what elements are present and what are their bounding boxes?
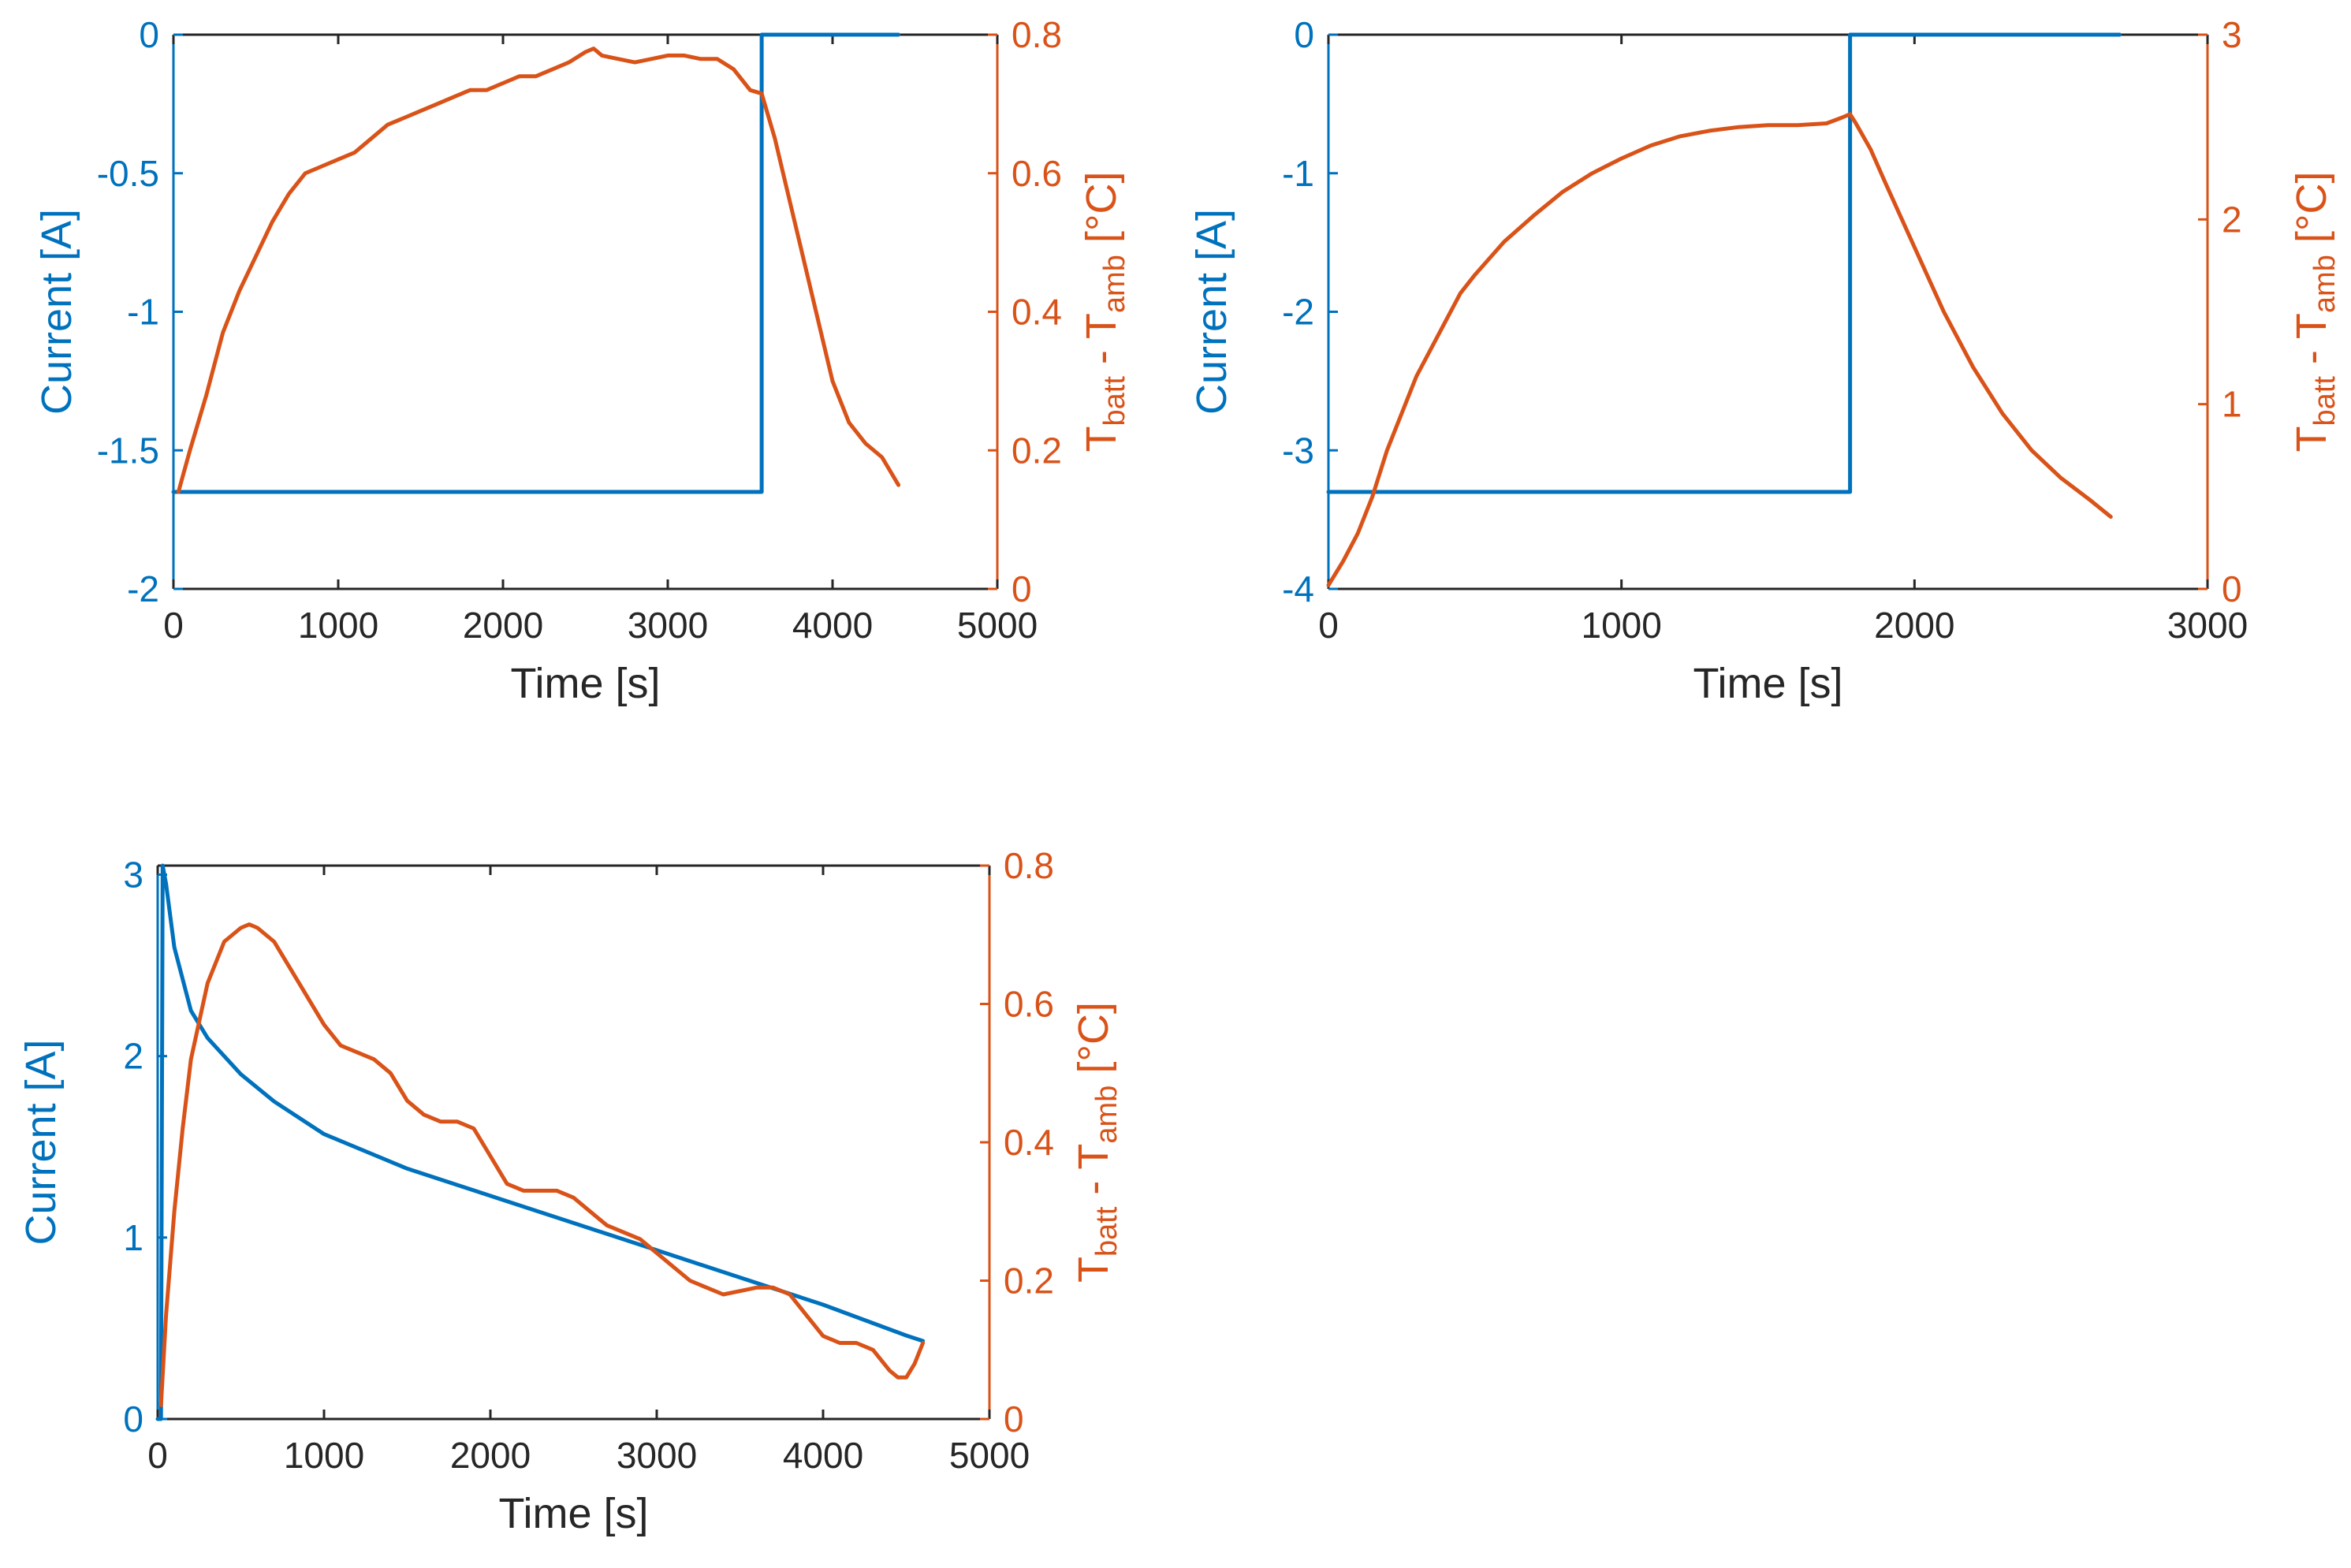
x-tick-label: 1000	[284, 1435, 364, 1476]
right-y-tick-label: 3	[2222, 14, 2242, 55]
x-tick-label: 2000	[450, 1435, 531, 1476]
right-y-tick-label: 1	[2222, 384, 2242, 425]
left-y-tick-label: 3	[123, 855, 143, 896]
left-y-tick-label: 0	[1294, 14, 1314, 55]
label-subscript: batt	[1098, 376, 1131, 426]
temperature-series-line	[1326, 112, 2113, 587]
x-tick-label: 4000	[783, 1435, 863, 1476]
label-text: - T	[1078, 313, 1125, 376]
label-subscript: amb	[1098, 255, 1131, 313]
label-subscript: batt	[1090, 1206, 1123, 1257]
left-y-tick-label: 2	[123, 1036, 143, 1077]
right-y-tick-label: 0.2	[1004, 1261, 1054, 1302]
current-series-line	[171, 32, 901, 494]
label-text: T	[1070, 1257, 1117, 1283]
left-y-tick-label: -1.5	[97, 430, 159, 471]
chart-panel-bottom-left: 0 1000 2000 3000 4000 5000012300.20.40.60.8Ti…	[17, 845, 1123, 1537]
label-text: [°C]	[2288, 172, 2335, 255]
right-y-tick-label: 0.8	[1012, 14, 1062, 55]
left-y-axis-label: Current [A]	[33, 209, 80, 415]
chart-panel-top-left: 0 1000 2000 3000 4000 5000 -2 -1.5 -1 -0.5 0 0 0.2 0.…	[33, 14, 1131, 707]
x-axis-label: Time [s]	[510, 660, 660, 707]
x-axis-label: Time [s]	[1693, 660, 1842, 707]
x-tick-label: 1000	[298, 605, 378, 646]
label-subscript: batt	[2308, 376, 2342, 426]
left-y-tick-label: -2	[1282, 292, 1314, 333]
left-y-tick-label: 1	[123, 1217, 143, 1258]
left-y-tick-label: -2	[127, 568, 159, 609]
left-y-tick-label: -1	[127, 292, 159, 333]
temperature-series-line	[158, 922, 926, 1407]
label-text: [°C]	[1078, 172, 1125, 255]
x-axis-label: Time [s]	[498, 1490, 648, 1537]
left-y-axis-label: Current [A]	[17, 1039, 65, 1245]
right-y-tick-label: 0.2	[1012, 430, 1062, 471]
x-tick-label: 3000	[617, 1435, 697, 1476]
x-tick-label: 5000	[949, 1435, 1030, 1476]
right-y-axis-label: Tbatt - Tamb [°C]	[1078, 172, 1131, 453]
left-y-tick-label: -3	[1282, 430, 1314, 471]
x-tick-label: 3000	[2167, 605, 2248, 646]
label-text: - T	[1070, 1144, 1117, 1207]
right-y-tick-label: 0	[2222, 568, 2242, 609]
x-tick-label: 5000	[957, 605, 1038, 646]
left-y-tick-label: 0	[123, 1399, 143, 1440]
current-series-line	[155, 863, 926, 1421]
current-series-line	[1326, 32, 2122, 494]
label-text: [°C]	[1070, 1002, 1117, 1086]
label-text: T	[2288, 426, 2335, 452]
left-y-tick-label: -0.5	[97, 153, 159, 194]
x-tick-label: 2000	[463, 605, 543, 646]
chart-panel-top-right: 0 1000 2000 3000 -4 -3 -2 -1 0 0 1 2 3 Time [s] Curren…	[1188, 14, 2342, 707]
right-y-axis-label: Tbatt - Tamb [°C]	[2288, 172, 2342, 453]
x-tick-label: 0	[1318, 605, 1339, 646]
left-y-tick-label: -4	[1282, 568, 1314, 609]
right-y-tick-label: 0	[1004, 1399, 1024, 1440]
right-y-tick-label: 0.8	[1004, 845, 1054, 886]
x-tick-label: 0	[147, 1435, 168, 1476]
right-y-tick-label: 0.6	[1012, 153, 1062, 194]
label-subscript: amb	[2308, 255, 2342, 313]
left-y-tick-label: -1	[1282, 153, 1314, 194]
left-y-tick-label: 0	[139, 14, 159, 55]
right-y-tick-label: 0	[1012, 568, 1032, 609]
right-y-axis-label: Tbatt - Tamb [°C]	[1070, 1002, 1123, 1283]
right-y-tick-label: 0.6	[1004, 984, 1054, 1025]
right-y-tick-label: 0.4	[1012, 292, 1062, 333]
x-tick-label: 2000	[1874, 605, 1954, 646]
label-text: T	[1078, 426, 1125, 452]
temperature-series-line	[176, 47, 901, 494]
x-tick-label: 3000	[628, 605, 708, 646]
label-subscript: amb	[1090, 1086, 1123, 1144]
label-text: - T	[2288, 313, 2335, 376]
x-tick-label: 4000	[792, 605, 873, 646]
left-y-axis-label: Current [A]	[1188, 209, 1235, 415]
x-tick-label: 0	[163, 605, 184, 646]
x-tick-label: 1000	[1581, 605, 1661, 646]
right-y-tick-label: 0.4	[1004, 1122, 1054, 1163]
right-y-tick-label: 2	[2222, 199, 2242, 240]
